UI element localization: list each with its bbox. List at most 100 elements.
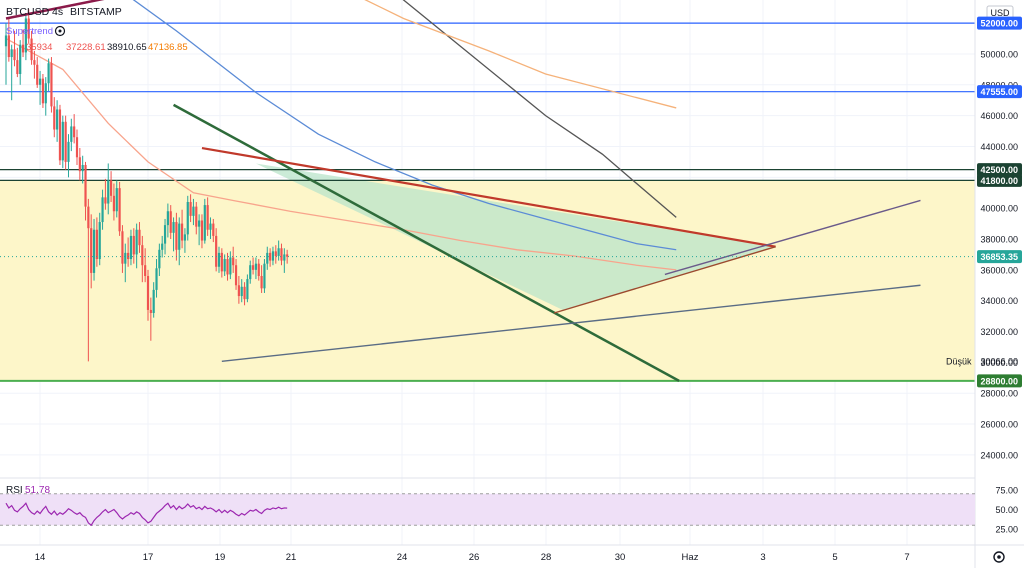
candle-body <box>237 285 240 297</box>
chart-settings-gear-icon[interactable] <box>993 551 1005 563</box>
candle-body <box>101 197 104 223</box>
candle-body <box>206 205 209 230</box>
price-label-text: 52000.00 <box>980 19 1018 29</box>
candle-body <box>283 254 286 261</box>
price-tick-label: 28000.00 <box>980 389 1018 399</box>
candle-body <box>163 225 167 244</box>
candle-body <box>186 201 189 235</box>
ma-mid-line <box>132 0 677 251</box>
rsi-band <box>0 493 975 526</box>
candle-body <box>166 211 169 226</box>
candle-body <box>47 63 50 84</box>
price-label-box <box>977 173 1022 187</box>
horizontal-levels <box>0 22 975 382</box>
candle-body <box>280 248 283 261</box>
candle-body <box>95 229 98 260</box>
candle-body <box>257 263 260 277</box>
candle-body <box>251 265 255 270</box>
candle-body <box>41 78 45 104</box>
candle-body <box>155 268 158 290</box>
price-axis[interactable]: 52000.0050000.0048000.0046000.0044000.00… <box>980 19 1018 461</box>
candle-body <box>64 121 67 162</box>
candle-body <box>78 157 81 172</box>
candle-body <box>243 286 246 300</box>
rsi-bounds <box>0 493 975 526</box>
candle-body <box>203 205 206 241</box>
price-tick-label: 24000.00 <box>980 450 1018 460</box>
time-tick-label: 21 <box>286 552 297 563</box>
rsi-value: 51.78 <box>25 485 50 496</box>
candle-body <box>84 164 87 207</box>
candle-body <box>118 188 121 232</box>
candle-body <box>129 235 133 260</box>
ohlc-value-2: 37228.61 <box>66 42 106 53</box>
candle-body <box>274 251 277 256</box>
price-tick-label: 30000.00 <box>980 358 1018 368</box>
candle-body <box>269 252 272 261</box>
candle-body <box>56 109 59 130</box>
candle-body <box>4 35 8 47</box>
candle-body <box>234 265 238 286</box>
candle-body <box>158 249 161 269</box>
candle-body <box>152 289 155 314</box>
candle-body <box>135 229 138 255</box>
time-tick-label: 7 <box>904 552 909 563</box>
symbol-label[interactable]: BTCUSD <box>6 6 50 18</box>
candle-body <box>254 263 258 270</box>
candle-body <box>223 259 226 272</box>
ma-slow-line <box>402 0 677 218</box>
candle-body <box>7 35 10 58</box>
candle-body <box>172 222 175 233</box>
indicator-label[interactable]: Supertrend <box>6 26 53 37</box>
long-support-slate-line <box>221 284 921 363</box>
chart-header: BTCUSD 4s BITSTAMP Supertrend 35934 3722… <box>6 6 188 53</box>
ma-longest-line <box>364 0 677 109</box>
price-tick-label: 40000.00 <box>980 204 1018 214</box>
candle-body <box>124 252 127 264</box>
candle-body <box>169 211 172 233</box>
triangle-pattern-fill <box>255 163 776 310</box>
price-label-box <box>977 16 1022 30</box>
candle-body <box>127 252 130 260</box>
descending-green-line <box>172 103 680 382</box>
currency-label: USD <box>990 8 1010 18</box>
candle-body <box>138 229 141 246</box>
candle-body <box>195 206 198 227</box>
candle-body <box>209 223 212 230</box>
rsi-tick-label: 75.00 <box>995 485 1018 495</box>
candle-body <box>286 254 289 257</box>
candle-body <box>44 83 47 104</box>
candle-body <box>144 265 147 277</box>
candle-body <box>121 231 124 264</box>
candle-body <box>232 257 235 266</box>
rising-purple-line <box>664 199 921 276</box>
price-label-box <box>977 163 1022 177</box>
settings-icon[interactable] <box>54 25 66 37</box>
price-tick-label: 50000.00 <box>980 49 1018 59</box>
price-label-text: 42500.00 <box>980 165 1018 175</box>
rsi-line <box>5 502 288 527</box>
rsi-label[interactable]: RSI <box>6 485 23 496</box>
price-label-box <box>977 374 1022 388</box>
time-tick-label: 5 <box>832 552 837 563</box>
candle-body <box>87 206 90 229</box>
rsi-tick-label: 25.00 <box>995 525 1018 535</box>
ohlc-value-1: 35934 <box>26 42 52 53</box>
candle-body <box>240 286 243 297</box>
candle-body <box>161 243 164 250</box>
candle-body <box>112 195 116 212</box>
exchange-label: BITSTAMP <box>70 6 122 18</box>
rising-brown-line <box>553 246 776 314</box>
candle-body <box>50 63 53 107</box>
candle-body <box>90 228 93 273</box>
moving-averages <box>5 0 677 271</box>
time-axis[interactable]: 14 17 19 21 24 26 28 30 Haz 3 5 7 <box>35 552 910 563</box>
interval-label[interactable]: 4s <box>52 6 63 18</box>
candle-body <box>27 18 30 39</box>
resistance-upper-line <box>5 0 105 20</box>
candle-body <box>107 180 110 204</box>
candle-body <box>200 220 204 241</box>
rsi-axis: 75.00 50.00 25.00 <box>995 485 1018 534</box>
candle-body <box>75 137 79 158</box>
